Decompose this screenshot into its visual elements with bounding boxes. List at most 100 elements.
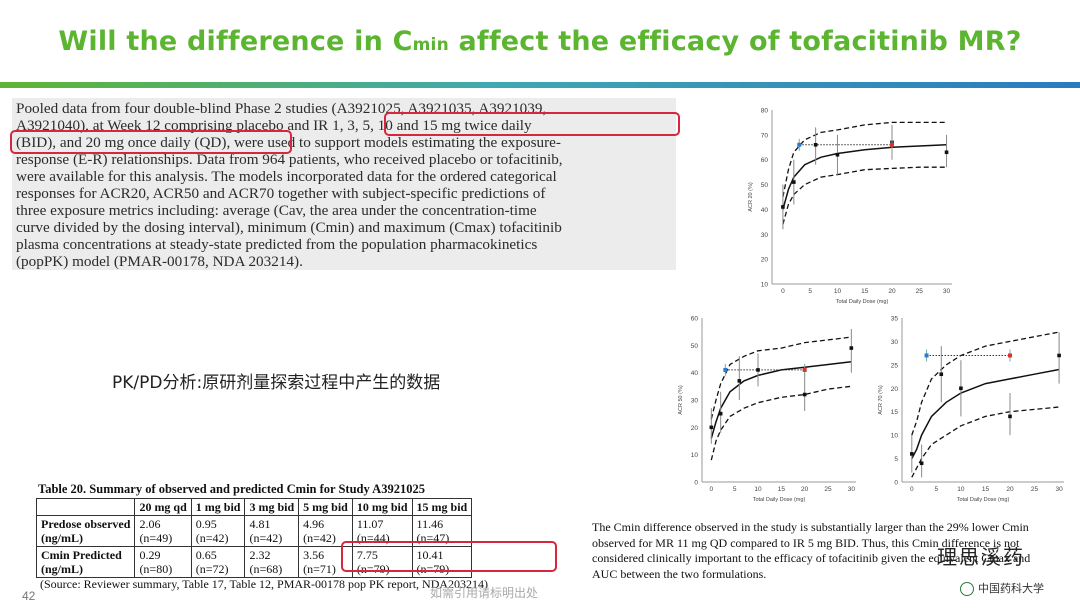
- acr20-chart: 10 20 30 40 50 60 70 80 0 5 10 15 20 25 30 Total Daily …: [748, 108, 952, 305]
- x-axis-label: Total Daily Dose (mg): [753, 497, 806, 503]
- title-subscript: min: [412, 35, 449, 55]
- data-point: [737, 379, 742, 383]
- reference-marker: [1008, 353, 1012, 358]
- x-tick-label: 10: [754, 486, 762, 493]
- table-cell: 0.29 (n=80): [134, 546, 192, 578]
- table-cell: 4.81 (n=42): [244, 515, 300, 547]
- y-tick-label: 40: [691, 370, 699, 377]
- table-header: 10 mg bid: [351, 498, 413, 516]
- model-line: [782, 144, 947, 210]
- x-tick-label: 20: [1006, 486, 1014, 493]
- x-tick-label: 25: [824, 486, 832, 493]
- footer-note: 如需引用请标明出处: [430, 586, 539, 600]
- table-cell: 0.95 (n=42): [190, 515, 246, 547]
- seal-icon: [960, 582, 974, 596]
- row-label-line2: (ng/mL): [41, 531, 83, 545]
- table-header: 5 mg bid: [298, 498, 353, 516]
- excerpt-line: curve divided by the dosing interval), m…: [16, 219, 562, 236]
- highlight-bid-doses: [384, 112, 680, 136]
- table-cell: 2.06 (n=49): [134, 515, 192, 547]
- x-tick-label: 30: [1055, 486, 1063, 493]
- row-label-line1: Cmin Predicted: [41, 548, 122, 562]
- y-tick-label: 40: [761, 207, 769, 214]
- title-part1: Will the difference in C: [58, 26, 413, 57]
- table-header: 3 mg bid: [244, 498, 300, 516]
- table-header-row: 20 mg qd 1 mg bid 3 mg bid 5 mg bid 10 m…: [35, 498, 473, 516]
- data-point: [939, 372, 944, 377]
- logo-text: 中国药科大学: [978, 582, 1044, 595]
- x-tick-label: 5: [808, 288, 812, 295]
- upper-ci-line: [782, 121, 947, 198]
- excerpt-line: were available for this analysis. The mo…: [16, 168, 557, 185]
- data-point: [919, 461, 924, 466]
- x-tick-label: 10: [834, 288, 842, 295]
- excerpt-line: three exposure metrics including: averag…: [16, 202, 537, 219]
- table-header: 20 mg qd: [134, 498, 192, 516]
- x-tick-label: 20: [888, 288, 896, 295]
- acr50-chart: 0 10 20 30 40 50 60 0 5 10 15 20 25 30 Total Daily Dos…: [678, 316, 856, 503]
- table-row: Cmin Predicted (ng/mL) 0.29 (n=80) 0.65 (n=…: [35, 546, 473, 578]
- x-tick-label: 30: [943, 288, 951, 295]
- x-tick-label: 15: [982, 486, 990, 493]
- y-axis-label: ACR 70 (%): [878, 385, 884, 415]
- lower-ci-line: [782, 166, 947, 225]
- reference-marker: [723, 367, 728, 372]
- table-cell: 2.32 (n=68): [244, 546, 300, 578]
- data-point: [709, 425, 714, 430]
- y-tick-label: 10: [891, 433, 899, 440]
- table-cell: 0.65 (n=72): [190, 546, 246, 578]
- table-header: 15 mg bid: [411, 498, 473, 516]
- data-point: [849, 346, 854, 350]
- table-cell: 7.75 (n=79): [351, 546, 413, 578]
- excerpt-line: A3921040), at Week 12 comprising placebo…: [16, 117, 532, 134]
- signature-stamp: 理思溪药: [937, 545, 1025, 569]
- y-tick-label: 60: [691, 316, 699, 323]
- reference-marker: [890, 142, 894, 147]
- x-axis-label: Total Daily Dose (mg): [957, 497, 1010, 503]
- y-tick-label: 50: [691, 343, 699, 350]
- x-tick-label: 0: [710, 486, 714, 493]
- reference-marker: [797, 142, 802, 147]
- y-tick-label: 5: [894, 456, 898, 463]
- excerpt-line: plasma concentrations at steady-state pr…: [16, 236, 538, 253]
- x-tick-label: 30: [848, 486, 856, 493]
- x-tick-label: 5: [935, 486, 939, 493]
- x-tick-label: 15: [778, 486, 786, 493]
- y-tick-label: 30: [691, 398, 699, 405]
- data-point: [835, 152, 840, 157]
- y-tick-label: 35: [891, 316, 899, 323]
- university-logo: 中国药科大学: [960, 580, 1044, 596]
- title-part2: affect the efficacy of tofacitinib MR?: [448, 26, 1022, 57]
- y-axis-label: ACR 20 (%): [748, 182, 754, 212]
- x-tick-label: 25: [1031, 486, 1039, 493]
- reference-marker: [924, 353, 929, 358]
- excerpt-line: (BID), and 20 mg once daily (QD), were u…: [16, 134, 561, 151]
- data-point: [781, 205, 785, 209]
- y-tick-label: 70: [761, 132, 769, 139]
- excerpt-line: responses for ACR20, ACR50 and ACR70 tog…: [16, 185, 546, 202]
- data-point: [756, 368, 760, 372]
- y-tick-label: 80: [761, 108, 769, 115]
- x-tick-label: 10: [957, 486, 965, 493]
- data-point: [813, 143, 818, 147]
- row-label-line2: (ng/mL): [41, 562, 83, 576]
- upper-ci-line: [710, 336, 852, 420]
- excerpt-line: (popPK) model (PMAR-00178, NDA 203214).: [16, 253, 303, 270]
- data-point: [959, 386, 963, 391]
- y-tick-label: 20: [691, 425, 699, 432]
- lower-ci-line: [911, 406, 1060, 478]
- document-excerpt: Pooled data from four double-blind Phase…: [10, 98, 680, 270]
- model-line: [710, 360, 852, 439]
- highlight-qd-dose: [10, 130, 292, 154]
- data-point: [910, 452, 914, 456]
- excerpt-line: response (E-R) relationships. Data from …: [16, 151, 563, 168]
- x-tick-label: 0: [781, 288, 785, 295]
- data-point: [802, 392, 807, 397]
- page-number: 42: [22, 589, 36, 603]
- table-source: (Source: Reviewer summary, Table 17, Tab…: [40, 577, 489, 591]
- data-point: [792, 180, 796, 184]
- x-tick-label: 0: [910, 486, 914, 493]
- x-tick-label: 20: [801, 486, 809, 493]
- x-tick-label: 25: [916, 288, 924, 295]
- pkpd-label: PK/PD分析:原研剂量探索过程中产生的数据: [112, 373, 441, 393]
